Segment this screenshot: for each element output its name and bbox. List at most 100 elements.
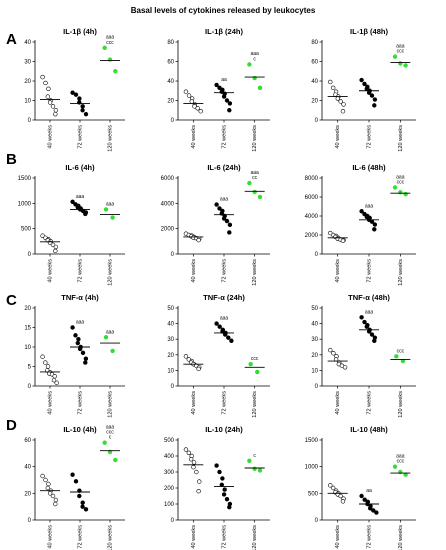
panel-title: TNF-α (24h) [203,293,245,302]
chart-panel-7: TNF-α (4h) 0 5 10 15 20 40 weeks 72 weeks 120 we… [24,293,125,418]
y-tick-label: 0 [315,118,319,124]
y-tick-label: 1500 [18,176,32,182]
panel-title: IL-10 (24h) [205,425,243,434]
data-point [227,505,232,510]
data-point [188,457,194,462]
data-point [372,227,377,232]
y-tick-label: 0 [28,384,32,390]
data-point [229,338,234,343]
data-point [46,86,51,92]
data-point [51,377,57,383]
x-category-label: 72 weeks [367,259,373,283]
data-point [328,347,333,353]
significance-label: ccc [251,356,259,362]
significance-label: aaa [365,203,374,209]
data-point [43,360,48,365]
data-point [47,491,53,496]
data-point [227,101,233,106]
data-point [392,185,398,190]
data-point [359,315,364,320]
data-point [342,365,348,370]
x-category-label: 72 weeks [222,525,228,549]
data-point [46,481,51,487]
data-point [362,319,367,325]
data-point [224,218,230,224]
data-point [76,337,81,342]
data-point [364,324,369,329]
x-category-label: 40 weeks [48,259,54,283]
data-point [338,99,343,104]
data-point [341,102,346,107]
data-point [257,468,263,473]
data-point [189,99,194,104]
data-point [53,248,58,254]
data-point [80,500,85,505]
significance-label: ccc [397,180,405,186]
data-point [186,93,192,98]
data-point [40,354,45,359]
panel-title: IL-1β (48h) [350,27,388,36]
x-category-label: 72 weeks [78,259,84,283]
data-point [183,447,189,452]
data-point [191,460,197,465]
data-point [359,493,364,499]
panel-title: IL-1β (4h) [63,27,97,36]
y-tick-label: 15 [24,326,31,332]
chart-panel-11: IL-10 (24h) 0 100 200 300 400 500 40 weeks 72 we… [164,425,270,550]
y-tick-label: 30 [24,60,31,66]
data-point [366,90,372,95]
data-point [330,85,336,91]
x-category-label: 40 weeks [335,125,341,149]
data-point [247,62,252,67]
significance-label: aaa [106,329,115,335]
y-tick-label: 40 [311,79,318,85]
x-category-label: 40 weeks [48,391,54,415]
data-point [392,464,398,469]
data-point [247,458,252,463]
y-tick-label: 40 [24,465,31,471]
row-label-d: D [6,417,17,434]
x-category-label: 40 weeks [48,125,54,149]
data-point [221,492,227,497]
data-point [70,325,75,330]
chart-panel-10: IL-10 (4h) 0 20 40 60 40 weeks 72 weeks 120 wee… [24,424,125,550]
data-point [75,340,81,346]
data-point [340,238,346,243]
data-point [47,100,53,105]
panel-title: IL-1β (24h) [205,27,243,36]
significance-label: aaa [220,197,229,203]
y-tick-label: 300 [164,470,175,476]
y-tick-label: 40 [167,322,174,328]
data-point [83,211,88,217]
data-point [53,244,59,250]
data-point [196,489,201,494]
y-tick-label: 10 [311,368,318,374]
x-category-label: 40 weeks [48,525,54,549]
significance-label: ccc [106,40,114,46]
y-tick-label: 80 [311,40,318,46]
y-tick-label: 100 [164,502,175,508]
data-point [226,335,231,340]
y-tick-label: 30 [311,337,318,343]
panel-title: IL-6 (48h) [352,163,386,172]
x-category-label: 72 weeks [367,391,373,415]
y-tick-label: 20 [167,353,174,359]
y-tick-label: 10 [167,368,174,374]
data-point [50,493,56,499]
y-tick-label: 4000 [305,214,319,220]
chart-panel-2: IL-1β (24h) 0 20 40 60 80 40 weeks 72 weeks 120 … [167,27,270,152]
data-point [77,346,83,352]
panel-title: IL-10 (4h) [63,425,97,434]
x-category-label: 72 weeks [222,391,228,415]
data-point [340,499,346,504]
data-point [195,106,200,111]
data-point [338,493,343,499]
row-label-c: C [6,292,17,309]
data-point [83,360,88,365]
data-point [359,77,364,83]
data-point [369,93,375,98]
data-point [372,103,377,108]
x-category-label: 40 weeks [191,125,197,149]
y-tick-label: 500 [308,491,319,497]
data-point [224,98,230,103]
